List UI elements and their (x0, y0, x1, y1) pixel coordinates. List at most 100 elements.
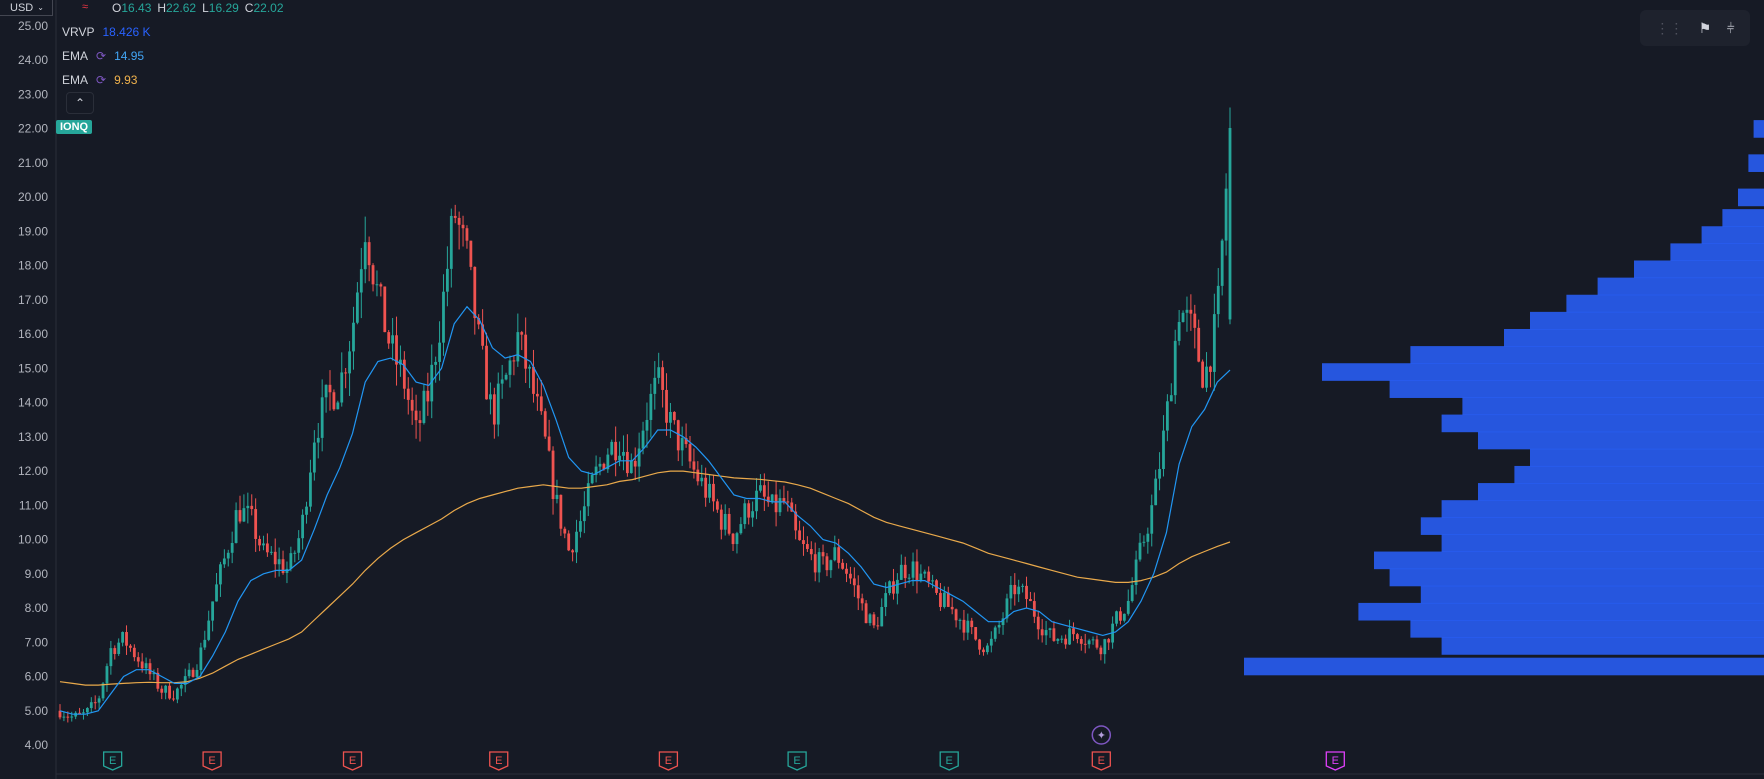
earnings-event-marker[interactable]: E (1325, 751, 1345, 771)
candle-body (82, 712, 85, 714)
volume-profile-bar (1410, 346, 1764, 364)
candle-body (985, 645, 989, 653)
candle-body (1075, 634, 1079, 640)
volume-profile-bar (1738, 188, 1764, 207)
candle-body (762, 485, 766, 497)
volume-profile-bar (1441, 414, 1764, 433)
candle-body (535, 393, 539, 397)
candle-body (723, 513, 727, 530)
candle-body (1056, 638, 1060, 641)
candle-body (809, 548, 813, 555)
candle-body (821, 552, 825, 557)
candle-body (1228, 127, 1232, 320)
candle-body (555, 494, 559, 499)
candle-body (121, 632, 125, 643)
candle-body (402, 359, 406, 389)
candle-body (1138, 542, 1142, 560)
earnings-event-marker[interactable]: E (202, 751, 222, 771)
candle-body (246, 505, 250, 509)
candle-body (684, 438, 688, 445)
refresh-icon: ⟳ (96, 49, 107, 63)
candle-body (1064, 638, 1068, 645)
candle-body (144, 663, 148, 669)
earnings-event-marker[interactable]: E (787, 751, 807, 771)
legend-ema-fast[interactable]: EMA ⟳ 14.95 (62, 49, 145, 63)
candle-body (743, 503, 747, 525)
refresh-icon: ⟳ (96, 73, 107, 87)
legend-vrvp[interactable]: VRVP 18.426 K (62, 25, 151, 39)
candle-body (316, 437, 320, 443)
candle-body (974, 627, 978, 640)
candle-body (226, 552, 230, 559)
candle-body (211, 601, 215, 621)
flag-icon[interactable]: ⚑ (1698, 19, 1712, 36)
candle-body (78, 712, 81, 714)
candle-body (1181, 312, 1185, 323)
candle-body (868, 614, 872, 624)
candle-body (872, 614, 876, 626)
drag-handle-icon[interactable]: ⋮⋮ (1655, 19, 1684, 36)
candle-body (712, 483, 715, 502)
candles-icon[interactable]: ⫩ (1726, 19, 1735, 36)
candle-body (320, 397, 324, 438)
candle-body (234, 510, 238, 543)
currency-selector[interactable]: USD ⌄ (0, 0, 53, 16)
candle-body (520, 332, 524, 335)
earnings-event-marker[interactable]: E (342, 751, 363, 771)
earnings-event-marker[interactable]: E (658, 751, 679, 771)
candle-body (383, 286, 387, 333)
candle-body (559, 494, 563, 529)
candle-body (1169, 395, 1173, 402)
volume-profile-bar (1748, 154, 1764, 172)
candle-body (598, 463, 602, 467)
candle-body (1177, 322, 1181, 341)
candle-body (884, 593, 888, 608)
candle-body (755, 490, 758, 512)
candle-body (622, 451, 625, 456)
candle-body (500, 379, 504, 384)
vrvp-value: 18.426 K (102, 25, 151, 39)
candle-body (265, 543, 269, 553)
candle-body (340, 372, 344, 403)
chevron-up-icon: ⌃ (74, 96, 86, 110)
candle-body (117, 642, 121, 654)
legend-ema-slow[interactable]: EMA ⟳ 9.93 (62, 73, 138, 87)
candle-body (328, 384, 332, 393)
chevron-down-icon: ⌄ (37, 3, 44, 12)
event-info-icon (1091, 725, 1112, 745)
candle-body (140, 661, 144, 669)
candle-body (532, 366, 535, 394)
candle-body (1001, 618, 1005, 626)
y-tick-label: 16.00 (18, 327, 48, 341)
candle-body (489, 394, 492, 400)
candle-body (309, 472, 312, 507)
earnings-event-marker[interactable]: E (939, 751, 959, 771)
candle-body (653, 377, 657, 394)
candle-body (391, 335, 395, 344)
collapse-legend-button[interactable]: ⌃ (66, 92, 94, 114)
candle-body (1095, 639, 1099, 648)
ema-fast-value: 14.95 (114, 49, 145, 63)
candle-body (1189, 309, 1193, 314)
candle-body (1103, 639, 1107, 655)
candle-body (794, 511, 798, 531)
candle-body (860, 598, 864, 604)
candle-body (1197, 327, 1201, 362)
volume-profile-bar (1410, 620, 1764, 638)
earnings-event-marker[interactable]: E (103, 751, 123, 771)
candle-body (1165, 401, 1169, 431)
candle-body (70, 716, 74, 718)
candle-body (430, 364, 434, 402)
earnings-event-marker[interactable]: E (489, 751, 509, 771)
candle-body (406, 388, 410, 400)
volume-profile-bar (1753, 120, 1764, 138)
earnings-event-marker[interactable]: E (1091, 751, 1111, 771)
indicator-legend: VRVP 18.426 K EMA ⟳ 14.95 EMA ⟳ 9.93 (62, 20, 151, 92)
y-tick-label: 7.00 (25, 635, 49, 649)
candle-body (85, 708, 89, 713)
candle-body (672, 411, 676, 421)
candle-body (676, 420, 680, 451)
volume-profile-bar (1358, 602, 1764, 621)
candle-body (567, 533, 571, 551)
